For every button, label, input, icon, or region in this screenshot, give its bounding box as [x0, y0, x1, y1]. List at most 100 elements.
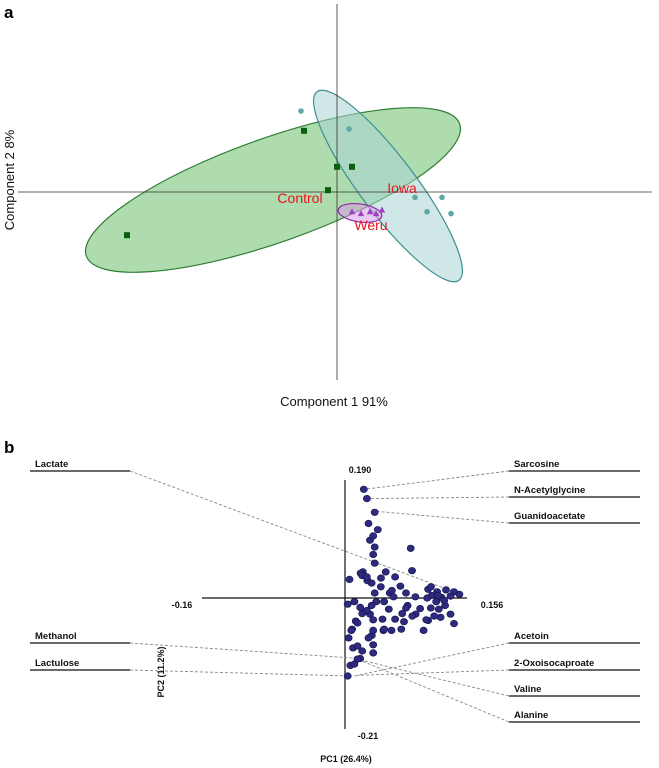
loading-point-77: [391, 573, 399, 581]
loading-point-81: [408, 612, 417, 620]
loading-point-60: [369, 641, 378, 649]
x-axis-title: PC1 (26.4%): [320, 754, 372, 764]
lactate-label: Lactate: [35, 459, 68, 470]
iowa-point-6: [448, 210, 454, 217]
group-ellipses: [84, 89, 464, 283]
loading-point-83: [430, 612, 439, 620]
loading-point-70: [369, 532, 378, 540]
x-min-tick-label: -0.16: [172, 600, 193, 610]
methanol-leader-line: [129, 642, 361, 659]
loading-point-76: [381, 568, 390, 576]
loading-point-74: [362, 495, 371, 503]
loading-point-66: [350, 660, 359, 668]
acetoin-label: Acetoin: [514, 631, 549, 642]
loading-point-10: [426, 604, 435, 612]
loading-point-61: [380, 625, 388, 633]
annotation-leader-lines: [30, 470, 640, 723]
loading-point-92: [434, 605, 443, 613]
2-oxoisocaproate-leader-line: [357, 669, 510, 676]
loading-point-53: [369, 616, 378, 624]
loading-point-75: [373, 526, 382, 534]
loading-point-20: [398, 609, 407, 618]
loading-point-95: [362, 573, 371, 581]
control-point-3: [334, 163, 340, 170]
weru-point-2: [357, 210, 365, 217]
loading-point-30: [345, 575, 354, 584]
loading-point-64: [369, 649, 378, 657]
loading-point-45: [362, 606, 371, 615]
n-acetylglycine-label: N-Acetylglycine: [514, 485, 585, 496]
alanine-leader-line: [357, 658, 510, 723]
loading-point-43: [353, 619, 362, 627]
x-max-tick-label: 0.156: [481, 600, 504, 610]
y-axis-title: Component 2 8%: [2, 129, 17, 230]
loading-point-50: [370, 559, 379, 567]
lactulose-leader-line: [129, 669, 351, 677]
loading-point-71: [364, 519, 373, 528]
loading-point-79: [411, 593, 420, 601]
loading-point-13: [450, 619, 458, 628]
panel-b-label: b: [4, 438, 14, 457]
guanidoacetate-label: Guanidoacetate: [514, 511, 585, 522]
loading-point-11: [446, 610, 455, 618]
loading-point-25: [396, 582, 405, 590]
loading-point-63: [358, 647, 367, 655]
loading-point-46: [367, 601, 376, 610]
data-points: [343, 485, 464, 680]
loading-point-55: [384, 605, 393, 613]
y-axis-title: PC2 (11.2%): [156, 646, 166, 697]
2-oxoisocaproate-label: 2-Oxoisocaproate: [514, 658, 594, 669]
loading-point-37: [344, 634, 353, 642]
lactate-leader-line: [129, 470, 455, 593]
loading-point-78: [402, 589, 410, 597]
guanidoacetate-leader-line: [373, 510, 510, 524]
pca-loadings-plot-b: Lactate Methanol Lactulose Sarcosine N-Acety…: [30, 459, 640, 729]
iowa-point-4: [424, 209, 430, 215]
control-point-5: [325, 187, 331, 194]
control-point-2: [301, 127, 307, 134]
weru-point-3: [366, 208, 374, 215]
weru-group-label: Weru: [354, 217, 387, 233]
loading-point-72: [370, 508, 379, 516]
loading-point-94: [440, 596, 449, 605]
loading-point-21: [391, 615, 399, 623]
loading-point-22: [387, 626, 396, 635]
loading-point-41: [343, 672, 352, 680]
acetoin-leader-line: [354, 642, 510, 677]
control-point-4: [349, 163, 355, 170]
lactulose-label: Lactulose: [35, 658, 79, 669]
y-min-tick-label: -0.21: [358, 731, 379, 741]
n-acetylglycine-leader-line: [366, 496, 510, 500]
loading-point-51: [377, 574, 385, 582]
iowa-point-5: [439, 194, 445, 201]
iowa-point-2: [346, 126, 352, 132]
loading-point-62: [353, 642, 362, 650]
loading-point-84: [387, 586, 396, 595]
loading-point-32: [356, 603, 365, 612]
loading-point-68: [370, 543, 379, 551]
pca-plot-a: Control Iowa Weru: [18, 4, 652, 380]
iowa-point-1: [298, 108, 304, 114]
loading-point-67: [369, 550, 378, 559]
loading-point-85: [397, 625, 406, 633]
loading-point-93: [433, 591, 442, 600]
alanine-label: Alanine: [514, 710, 548, 721]
sarcosine-label: Sarcosine: [514, 459, 559, 470]
loading-point-89: [427, 583, 435, 591]
loading-point-12: [436, 613, 445, 621]
loading-point-58: [369, 626, 378, 635]
loading-point-24: [408, 567, 416, 575]
loading-point-56: [389, 593, 398, 601]
loading-point-48: [367, 579, 376, 587]
weru-point-1: [348, 208, 356, 215]
control-group-label: Control: [277, 190, 322, 206]
loading-point-57: [378, 615, 387, 623]
loading-point-3: [442, 586, 450, 594]
loading-point-88: [343, 600, 352, 608]
loading-point-15: [416, 604, 424, 613]
x-axis-title: Component 1 91%: [280, 394, 388, 409]
loading-point-82: [422, 616, 431, 624]
loading-point-19: [400, 618, 408, 626]
loading-point-8: [432, 598, 441, 606]
methanol-label: Methanol: [35, 631, 77, 642]
